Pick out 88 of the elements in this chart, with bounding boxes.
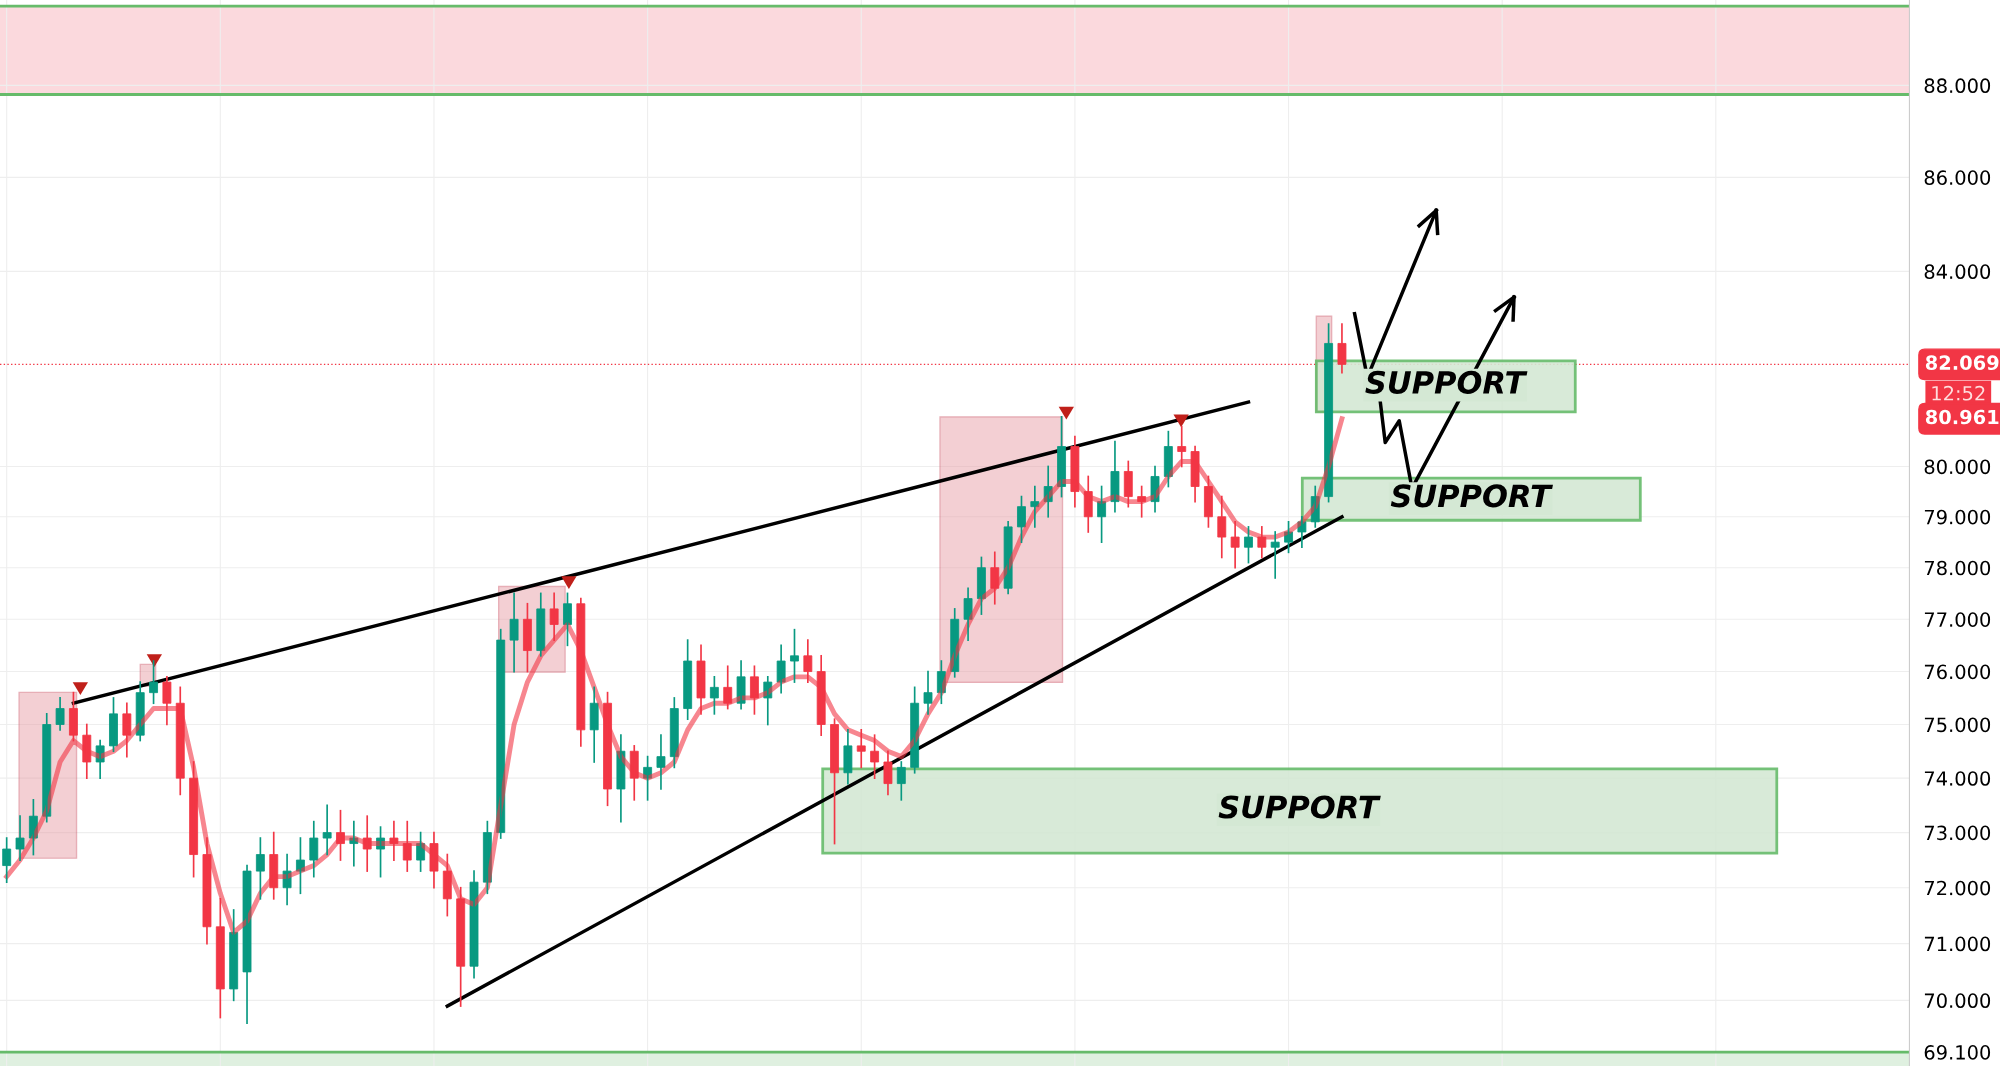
candlestick bbox=[1324, 323, 1334, 503]
candlestick bbox=[1070, 435, 1080, 508]
y-tick-label: 78.000 bbox=[1924, 560, 1991, 576]
y-tick-label: 88.000 bbox=[1924, 78, 1991, 94]
candlestick bbox=[416, 831, 426, 872]
candlestick bbox=[69, 691, 78, 742]
candlestick bbox=[709, 675, 719, 715]
candlestick bbox=[883, 750, 893, 796]
y-tick-label: 79.000 bbox=[1924, 509, 1991, 525]
candlestick bbox=[242, 864, 252, 1025]
candlestick bbox=[282, 853, 292, 906]
candlestick bbox=[509, 592, 519, 673]
ref-line-label: 82.069 bbox=[1925, 355, 1999, 371]
candlestick bbox=[1150, 465, 1160, 513]
candlestick bbox=[1097, 485, 1107, 543]
candlestick bbox=[643, 755, 653, 801]
candlestick bbox=[1057, 415, 1066, 498]
y-tick-label: 69.100 bbox=[1924, 1045, 1991, 1060]
y-tick-label: 84.000 bbox=[1924, 264, 1991, 280]
y-tick-label: 72.000 bbox=[1924, 880, 1991, 896]
candlestick bbox=[15, 815, 25, 861]
candlestick bbox=[870, 734, 880, 780]
candlestick bbox=[736, 660, 746, 710]
candlestick bbox=[963, 587, 973, 641]
y-tick-label: 73.000 bbox=[1924, 825, 1991, 841]
candlestick bbox=[683, 639, 693, 721]
candlestick bbox=[750, 665, 759, 715]
candlestick bbox=[482, 820, 492, 895]
candlestick bbox=[1003, 520, 1013, 595]
candlestick bbox=[55, 697, 65, 731]
candlestick bbox=[1297, 515, 1307, 549]
candlestick bbox=[1017, 495, 1026, 543]
y-tick-label: 76.000 bbox=[1924, 664, 1991, 680]
candlestick bbox=[469, 870, 479, 979]
candlestick bbox=[830, 718, 839, 845]
candlestick bbox=[1204, 475, 1213, 528]
candlestick bbox=[255, 837, 265, 900]
candlestick bbox=[1337, 323, 1347, 374]
candlestick bbox=[336, 809, 345, 861]
candlestick bbox=[776, 644, 786, 694]
y-tick-label: 77.000 bbox=[1924, 612, 1991, 627]
y-tick-label: 74.000 bbox=[1924, 771, 1991, 786]
candlestick bbox=[563, 592, 572, 647]
candlestick bbox=[910, 686, 920, 774]
candlestick bbox=[322, 804, 332, 856]
candlestick bbox=[843, 729, 853, 785]
candlestick bbox=[1163, 430, 1173, 488]
y-tick-label: 86.000 bbox=[1924, 170, 1991, 185]
candlestick bbox=[549, 592, 559, 641]
candlestick bbox=[603, 691, 612, 807]
candlestick bbox=[162, 675, 172, 726]
candlestick bbox=[616, 734, 626, 823]
candlestick bbox=[189, 761, 199, 878]
candlestick bbox=[790, 628, 799, 683]
candlestick bbox=[109, 697, 118, 753]
candlestick bbox=[856, 729, 866, 769]
candlestick bbox=[149, 660, 158, 705]
candlestick bbox=[1270, 531, 1280, 579]
text: 12:52 bbox=[1932, 385, 1985, 401]
y-tick-label: 80.000 bbox=[1924, 459, 1991, 475]
candlestick bbox=[936, 660, 946, 705]
candlestick bbox=[923, 670, 933, 715]
candlestick bbox=[122, 702, 132, 758]
annotation: SUPPORT bbox=[1390, 484, 1553, 508]
candlestick bbox=[656, 734, 666, 790]
candlestick bbox=[696, 644, 706, 715]
candlestick bbox=[1284, 520, 1293, 554]
candlestick bbox=[28, 799, 38, 856]
candlestick bbox=[349, 820, 359, 867]
candlestick bbox=[1137, 485, 1147, 518]
text: 80.961 bbox=[1925, 409, 1999, 425]
candlestick bbox=[95, 739, 105, 780]
y-tick-label: 75.000 bbox=[1924, 717, 1991, 733]
candlestick bbox=[389, 820, 399, 861]
candlestick bbox=[977, 556, 986, 615]
candlestick bbox=[1110, 440, 1120, 513]
candlestick bbox=[1230, 520, 1240, 569]
y-tick-label: 70.000 bbox=[1924, 993, 1991, 1009]
candlestick bbox=[202, 837, 212, 945]
annotation: SUPPORT bbox=[1218, 795, 1381, 819]
annotation: SUPPORT bbox=[1365, 370, 1528, 394]
candlestick bbox=[523, 602, 532, 673]
candlestick bbox=[429, 831, 439, 889]
candlestick bbox=[1190, 445, 1200, 503]
y-tick-label: 71.000 bbox=[1924, 936, 1991, 952]
candlestick bbox=[296, 837, 305, 895]
candlestick bbox=[1244, 526, 1253, 564]
candlestick bbox=[376, 826, 385, 878]
